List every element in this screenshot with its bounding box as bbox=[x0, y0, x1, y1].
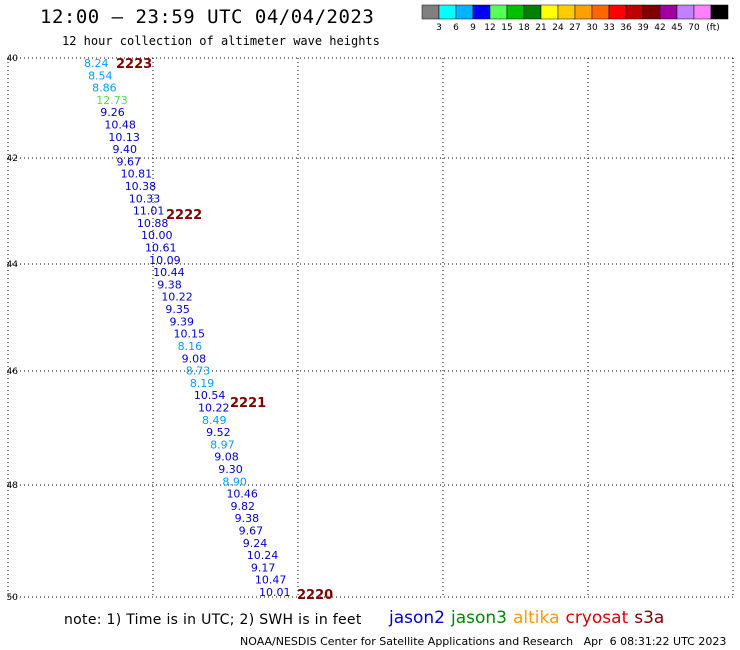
latitude-tick: 42 bbox=[7, 154, 18, 164]
swh-value: 10.81 bbox=[121, 168, 152, 181]
swh-value: 10.54 bbox=[194, 389, 226, 402]
map-title: 12:00 – 23:59 UTC 04/04/2023 bbox=[40, 6, 375, 28]
altimeter-track: 8.248.548.8612.739.2610.4810.139.409.671… bbox=[84, 57, 291, 599]
swh-value: 9.67 bbox=[117, 155, 142, 168]
swh-value: 8.24 bbox=[84, 57, 109, 70]
colorbar-swatch bbox=[710, 4, 729, 20]
swh-value: 8.49 bbox=[202, 414, 227, 427]
swh-value: 9.38 bbox=[157, 278, 182, 291]
footer: note: 1) Time is in UTC; 2) SWH is in fe… bbox=[0, 606, 740, 650]
swh-value: 10.22 bbox=[198, 401, 230, 414]
colorbar-tick-label: 39 bbox=[637, 23, 649, 33]
map-subtitle: 12 hour collection of altimeter wave hei… bbox=[62, 34, 380, 48]
swh-value: 9.35 bbox=[165, 303, 190, 316]
swh-value: 9.38 bbox=[235, 512, 260, 525]
swh-value: 9.52 bbox=[206, 426, 231, 439]
colorbar-tick-label: 24 bbox=[552, 23, 564, 33]
swh-value: 10.47 bbox=[255, 574, 287, 587]
latitude-tick: 46 bbox=[7, 367, 19, 377]
swh-value: 9.17 bbox=[251, 561, 276, 574]
swh-value: 8.86 bbox=[92, 82, 117, 95]
swh-value: 9.08 bbox=[182, 352, 207, 365]
latitude-tick-labels: 40 42 44 46 48 50 bbox=[7, 54, 19, 603]
swh-value: 9.82 bbox=[231, 500, 256, 513]
latitude-tick: 48 bbox=[7, 481, 19, 491]
latitude-tick: 44 bbox=[7, 260, 19, 270]
satellite-legend-item: cryosat bbox=[565, 608, 629, 628]
swh-value: 10.09 bbox=[149, 254, 181, 267]
pass-time: 2221 bbox=[230, 396, 266, 411]
swh-value: 9.67 bbox=[239, 524, 264, 537]
colorbar-tick-label: 33 bbox=[603, 23, 614, 33]
swh-value: 8.90 bbox=[222, 475, 247, 488]
swh-value: 10.15 bbox=[174, 328, 206, 341]
colorbar-tick-label: 12 bbox=[484, 23, 495, 33]
satellite-legend-item: s3a bbox=[634, 608, 665, 628]
swh-value: 8.97 bbox=[210, 438, 235, 451]
colorbar-labels: 3 6 9 12 15 18 21 24 27 30 33 36 39 42 45 70 (ft) bbox=[436, 23, 720, 33]
swh-value: 10.44 bbox=[153, 266, 185, 279]
swh-value: 9.39 bbox=[169, 315, 194, 328]
colorbar-tick-label: 6 bbox=[453, 23, 459, 33]
colorbar-unit: (ft) bbox=[706, 23, 720, 33]
swh-value: 11.01 bbox=[133, 205, 165, 218]
colorbar-tick-label: 3 bbox=[436, 23, 442, 33]
swh-value: 10.01 bbox=[259, 586, 291, 599]
colorbar-tick-label: 45 bbox=[671, 23, 682, 33]
swh-value: 8.54 bbox=[88, 69, 113, 82]
colorbar-tick-label: 36 bbox=[620, 23, 632, 33]
pass-time: 2220 bbox=[297, 588, 333, 603]
swh-value: 10.46 bbox=[226, 488, 258, 501]
satellite-legend-item: altika bbox=[513, 608, 560, 628]
swh-value: 12.73 bbox=[96, 94, 128, 107]
colorbar-tick-label: 21 bbox=[535, 23, 546, 33]
footer-note: note: 1) Time is in UTC; 2) SWH is in fe… bbox=[64, 612, 362, 628]
colorbar-tick-label: 27 bbox=[569, 23, 580, 33]
swh-value: 10.13 bbox=[108, 131, 140, 144]
colorbar-swatches bbox=[421, 4, 729, 20]
pass-time-labels: 2223 2222 2221 2220 bbox=[116, 57, 333, 603]
swh-value: 9.08 bbox=[214, 451, 239, 464]
colorbar-tick-label: 9 bbox=[470, 23, 476, 33]
swh-value: 10.33 bbox=[129, 192, 161, 205]
satellite-legend: jason2 jason3 altika cryosat s3a bbox=[389, 608, 670, 628]
colorbar-tick-label: 70 bbox=[688, 23, 700, 33]
swh-value: 10.24 bbox=[247, 549, 279, 562]
swh-value: 9.24 bbox=[243, 537, 268, 550]
swh-value: 10.88 bbox=[137, 217, 169, 230]
pass-time: 2222 bbox=[166, 208, 202, 223]
credit-line: NOAA/NESDIS Center for Satellite Applica… bbox=[240, 635, 727, 648]
satellite-legend-item: jason2 bbox=[389, 608, 445, 628]
colorbar-tick-label: 30 bbox=[586, 23, 598, 33]
colorbar-tick-label: 18 bbox=[518, 23, 530, 33]
swh-value: 8.73 bbox=[186, 365, 211, 378]
latitude-tick: 50 bbox=[7, 593, 19, 603]
pass-time: 2223 bbox=[116, 57, 152, 72]
colorbar-tick-label: 42 bbox=[654, 23, 665, 33]
swh-value: 10.61 bbox=[145, 242, 177, 255]
colorbar-legend: 3 6 9 12 15 18 21 24 27 30 33 36 39 42 45 70 (ft) bbox=[421, 4, 729, 33]
lat-lon-grid bbox=[7, 57, 734, 598]
swh-value: 8.16 bbox=[178, 340, 203, 353]
swh-value: 10.48 bbox=[104, 119, 136, 132]
swh-value: 10.38 bbox=[125, 180, 157, 193]
swh-value: 10.22 bbox=[161, 291, 193, 304]
swh-value: 9.30 bbox=[218, 463, 243, 476]
colorbar-tick-label: 15 bbox=[501, 23, 512, 33]
swh-value: 8.19 bbox=[190, 377, 215, 390]
swh-value: 10.00 bbox=[141, 229, 173, 242]
swh-value: 9.40 bbox=[112, 143, 137, 156]
latitude-tick: 40 bbox=[7, 54, 19, 64]
satellite-legend-item: jason3 bbox=[451, 608, 507, 628]
swh-value: 9.26 bbox=[100, 106, 125, 119]
